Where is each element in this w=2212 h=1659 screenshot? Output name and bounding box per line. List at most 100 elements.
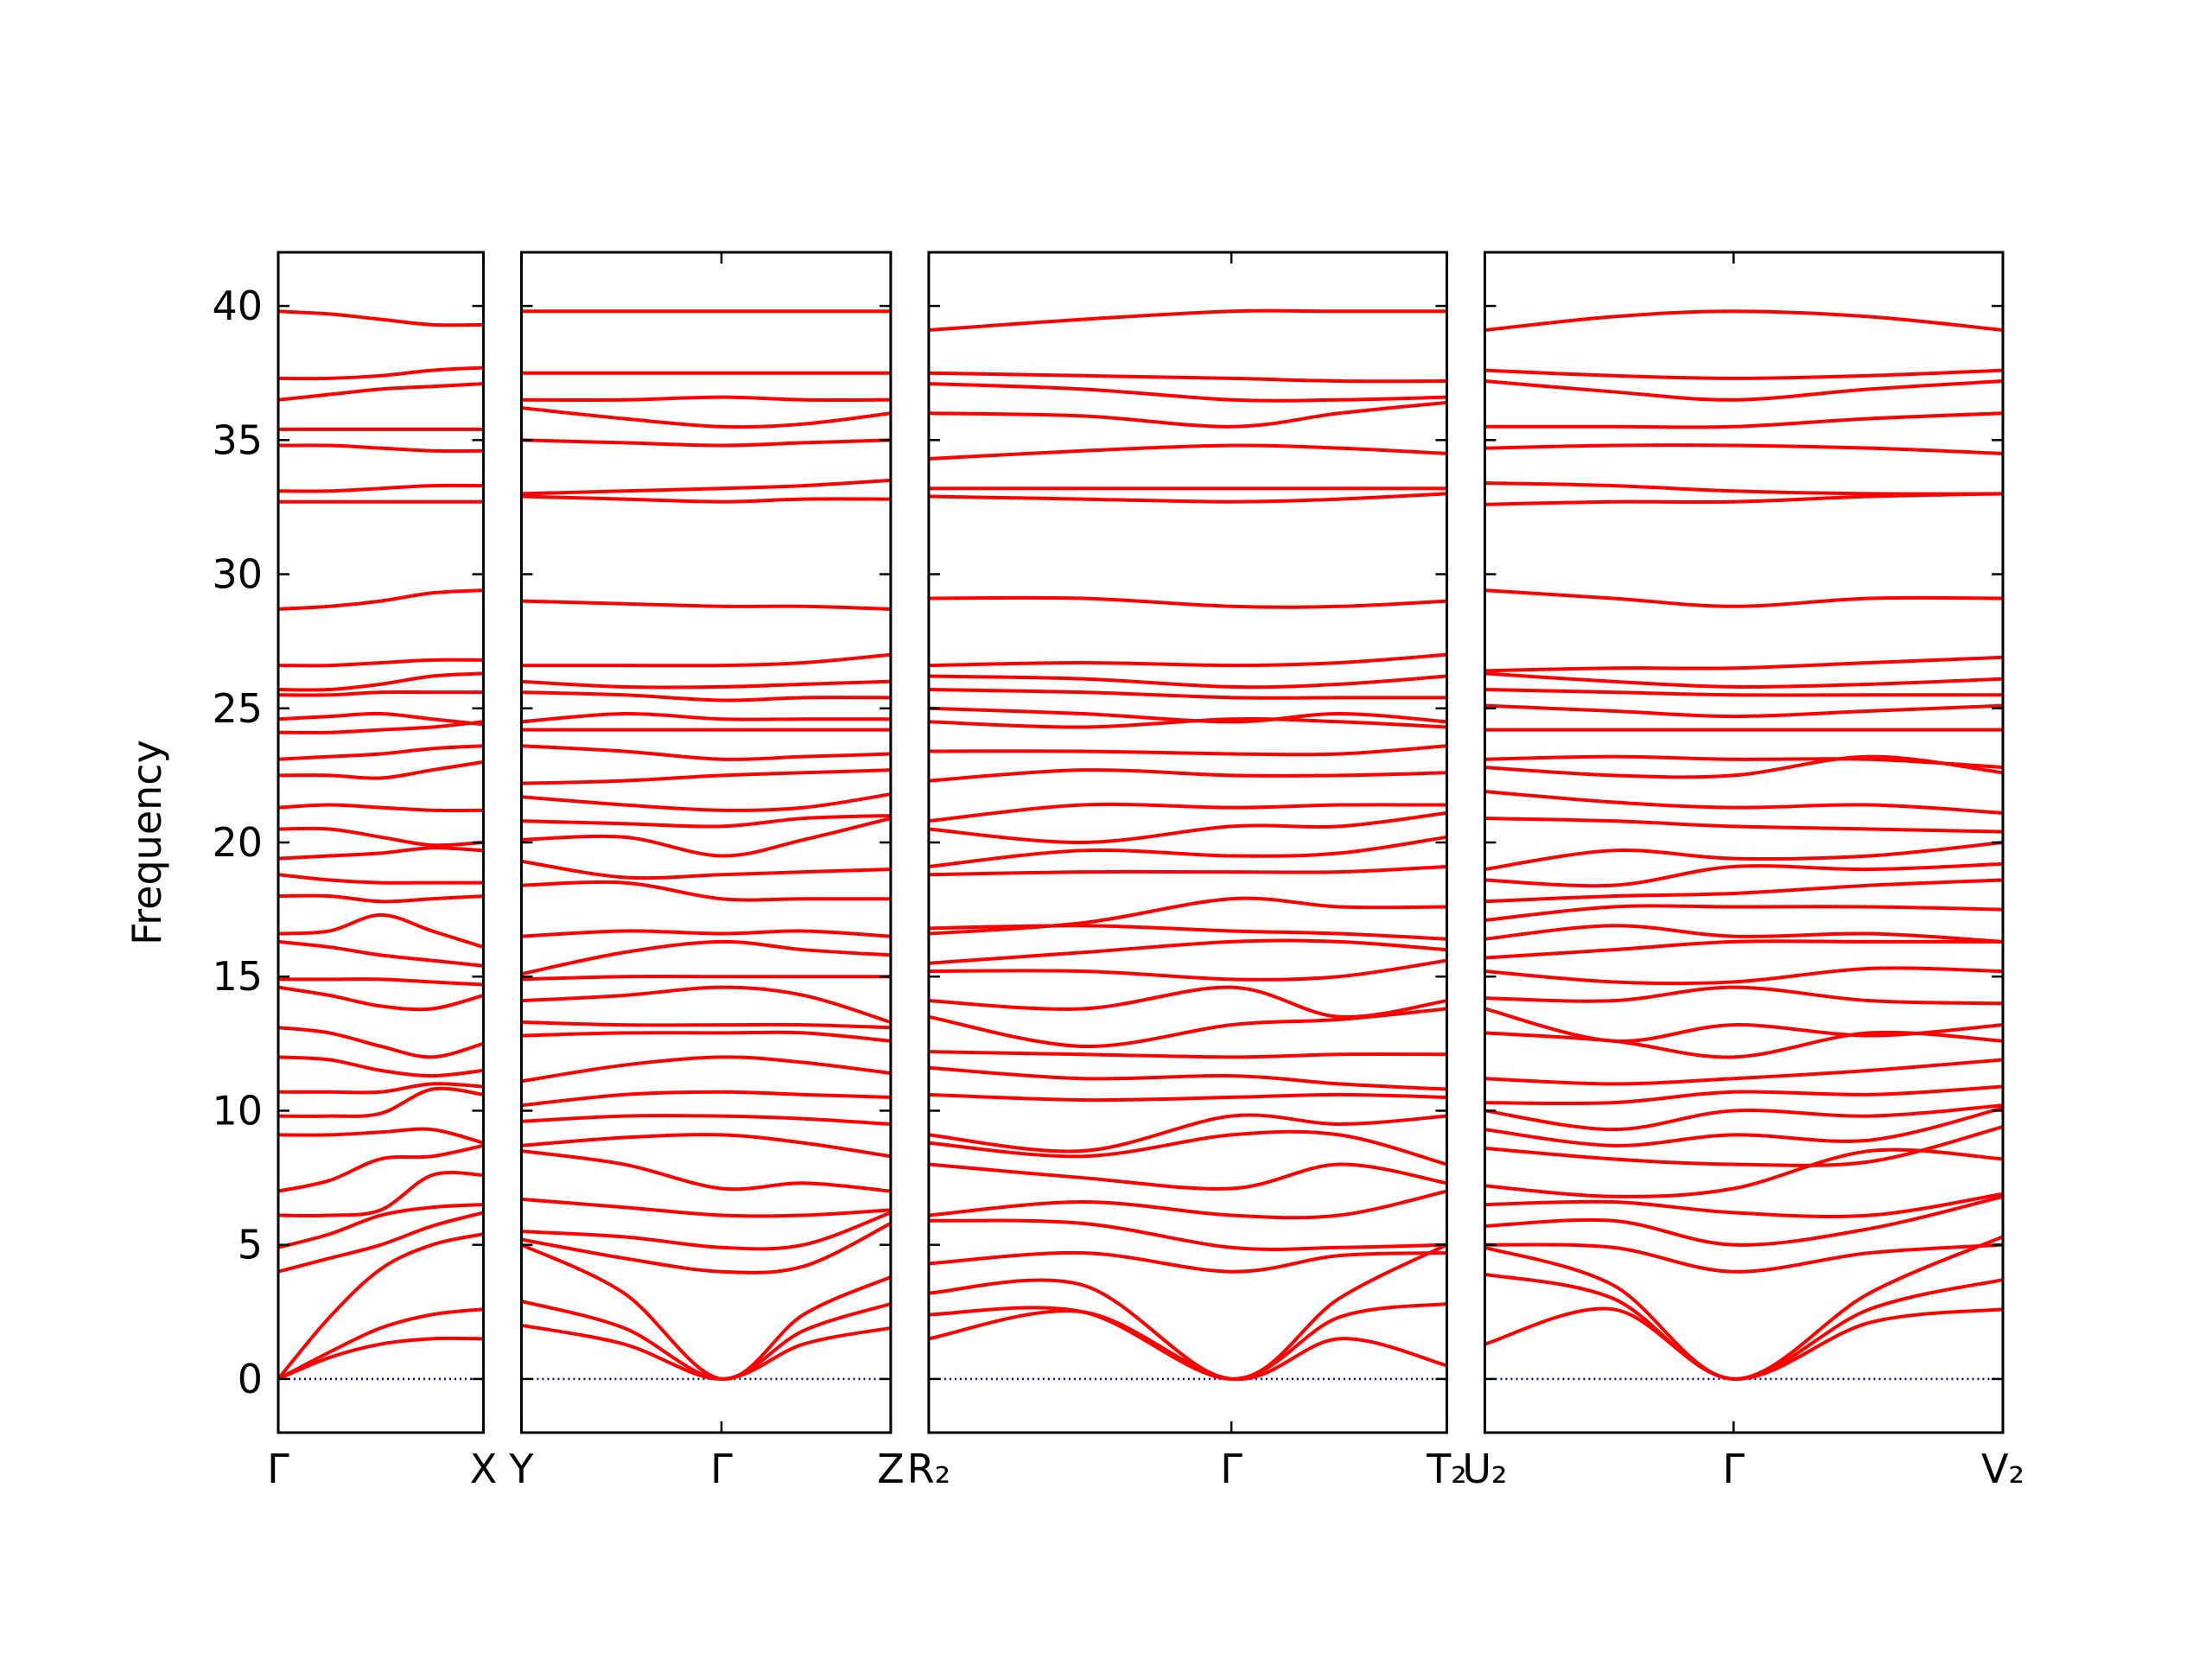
x-tick-label: Γ: [1220, 1446, 1243, 1492]
band-line: [1484, 1103, 2003, 1132]
band-line: [278, 803, 484, 812]
band-line: [521, 478, 891, 496]
band-line: [521, 711, 891, 724]
band-line: [1484, 1147, 2003, 1198]
band-line: [521, 939, 891, 976]
band-line: [521, 1090, 891, 1108]
band-line: [278, 1127, 484, 1145]
band-line: [928, 802, 1447, 823]
band-line: [1484, 1058, 2003, 1086]
band-line: [278, 873, 484, 885]
band-line: [928, 371, 1447, 384]
band-line: [1484, 1192, 2003, 1218]
band-line: [928, 744, 1447, 757]
y-tick-label: 35: [212, 416, 263, 463]
band-line: [928, 706, 1447, 724]
y-axis-label: Frequency: [124, 740, 170, 945]
x-tick-label: Γ: [1723, 1446, 1745, 1492]
band-line: [278, 912, 484, 949]
band-line: [928, 492, 1447, 504]
band-line: [278, 671, 484, 692]
band-line: [928, 810, 1447, 845]
bands: [1484, 309, 2003, 1381]
band-line: [1484, 1243, 2003, 1274]
band-line: [1484, 754, 2003, 770]
band-line: [928, 652, 1447, 668]
band-line: [1484, 703, 2003, 719]
band-line: [928, 1162, 1447, 1191]
band-line: [278, 939, 484, 968]
band-line: [928, 1243, 1447, 1381]
band-line: [521, 395, 891, 402]
x-tick-label: U₂: [1462, 1446, 1507, 1492]
band-line: [1484, 939, 2003, 960]
band-line: [1484, 966, 2003, 986]
band-line: [278, 1055, 484, 1078]
band-line: [1484, 924, 2003, 944]
band-line: [521, 929, 891, 938]
band-line: [1484, 904, 2003, 923]
band-line: [521, 438, 891, 448]
band-line: [928, 1065, 1447, 1091]
band-line: [928, 985, 1447, 1020]
band-line: [928, 768, 1447, 783]
x-tick-label: T₂: [1426, 1446, 1467, 1492]
band-line: [278, 382, 484, 402]
band-line: [928, 1218, 1447, 1251]
band-line: [278, 846, 484, 861]
band-line: [1484, 411, 2003, 429]
band-line: [1484, 878, 2003, 904]
band-line: [278, 1026, 484, 1059]
band-line: [521, 813, 891, 829]
band-line: [278, 977, 484, 987]
x-tick-label: Z: [877, 1446, 905, 1492]
band-line: [521, 1055, 891, 1084]
band-line: [928, 382, 1447, 403]
band-line: [521, 1020, 891, 1030]
band-line: [1484, 480, 2003, 496]
band-line: [1484, 841, 2003, 872]
band-line: [278, 744, 484, 761]
band-line: [278, 1082, 484, 1095]
band-line: [928, 1129, 1447, 1166]
band-line: [928, 688, 1447, 700]
band-line: [1484, 1106, 2003, 1147]
band-line: [278, 711, 484, 727]
band-line: [928, 1092, 1447, 1103]
band-line: [1484, 1084, 2003, 1106]
bands: [278, 309, 484, 1381]
band-line: [521, 744, 891, 761]
x-tick-label: Γ: [267, 1446, 289, 1492]
band-line: [278, 1171, 484, 1217]
band-line: [1484, 817, 2003, 834]
y-tick-label: 5: [238, 1222, 263, 1268]
band-line: [521, 817, 891, 858]
band-line: [521, 1197, 891, 1218]
band-line: [521, 1114, 891, 1126]
band-line: [1484, 671, 2003, 690]
band-line: [521, 975, 891, 982]
band-line: [928, 1050, 1447, 1059]
x-tick-label: V₂: [1981, 1446, 2024, 1492]
y-tick-label: 0: [238, 1356, 263, 1402]
band-line: [1484, 985, 2003, 1006]
band-line: [928, 924, 1447, 941]
band-line: [1484, 861, 2003, 888]
bands: [928, 308, 1447, 1382]
band-line: [928, 443, 1447, 461]
band-line: [278, 443, 484, 453]
band-line: [278, 893, 484, 904]
band-line: [928, 938, 1447, 965]
band-line: [521, 679, 891, 690]
band-line: [1484, 1125, 2003, 1167]
band-line: [928, 716, 1447, 729]
band-line: [521, 1030, 891, 1043]
band-line: [521, 1211, 891, 1251]
band-line: [928, 1189, 1447, 1220]
band-line: [928, 835, 1447, 868]
y-tick-label: 25: [212, 685, 263, 732]
panel-frame: [1483, 251, 2005, 1434]
band-line: [1484, 443, 2003, 455]
band-line: [278, 985, 484, 1012]
